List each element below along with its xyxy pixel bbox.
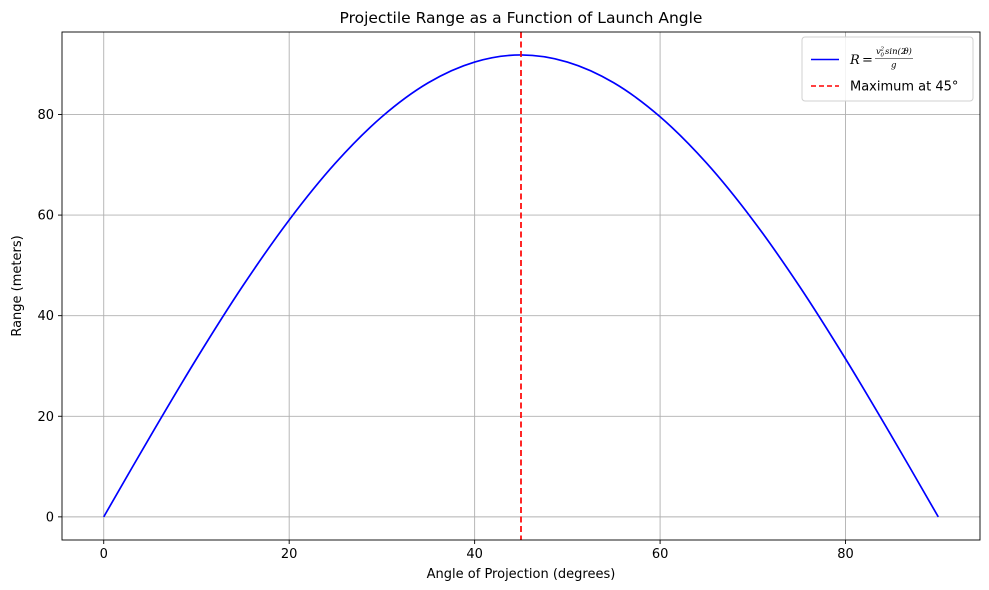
svg-text:0: 0 [881, 53, 885, 59]
svg-text:=: = [862, 53, 873, 68]
y-tick-label: 40 [37, 309, 54, 324]
axes-frame [61, 31, 981, 541]
x-tick-label: 0 [100, 547, 108, 562]
svg-text:): ) [908, 46, 912, 57]
x-tick-label: 40 [466, 547, 483, 562]
x-axis-title: Angle of Projection (degrees) [427, 567, 616, 582]
svg-text:g: g [891, 61, 897, 71]
y-tick-label: 60 [37, 209, 54, 224]
x-tick-label: 80 [837, 547, 854, 562]
legend-box [801, 36, 974, 102]
legend-label-max-line: Maximum at 45° [850, 80, 958, 95]
legend-label-range-formula: R = v 2 0 sin(2 θ ) g [849, 46, 913, 71]
ticks: 0 20 40 60 80 0 20 40 60 80 [37, 108, 853, 562]
svg-text:sin(2: sin(2 [885, 46, 906, 57]
chart-title: Projectile Range as a Function of Launch… [340, 9, 703, 27]
x-tick-label: 60 [652, 547, 669, 562]
x-tick-label: 20 [281, 547, 298, 562]
y-tick-label: 0 [46, 510, 54, 525]
y-tick-label: 20 [37, 410, 54, 425]
legend: R = v 2 0 sin(2 θ ) g Maximum at 45° [801, 36, 974, 102]
plot-area [102, 32, 940, 540]
svg-text:θ: θ [904, 47, 909, 57]
svg-text:v: v [876, 47, 881, 57]
svg-text:R: R [849, 53, 860, 68]
y-axis-title: Range (meters) [10, 235, 25, 336]
svg-text:2: 2 [880, 47, 885, 53]
series-line-range-curve [102, 54, 940, 518]
y-tick-label: 80 [37, 108, 54, 123]
